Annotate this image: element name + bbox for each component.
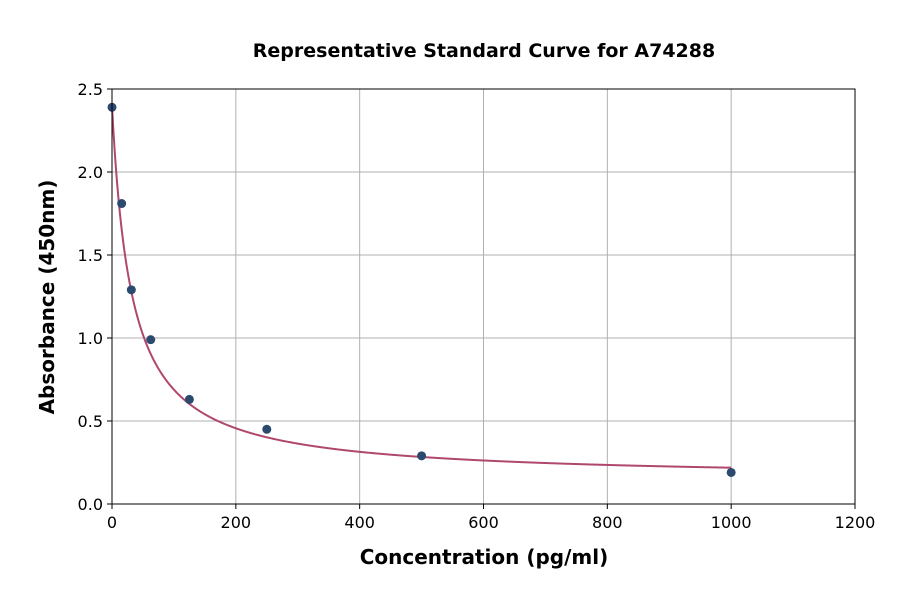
y-tick-label: 0.0 xyxy=(78,495,103,514)
fit-curve-line xyxy=(111,105,732,469)
data-point xyxy=(126,285,136,295)
y-tick-label: 2.5 xyxy=(78,80,103,99)
chart-title: Representative Standard Curve for A74288 xyxy=(253,40,715,62)
x-tick-label: 1000 xyxy=(711,513,752,532)
y-tick-label: 2.0 xyxy=(78,163,103,182)
x-axis-label: Concentration (pg/ml) xyxy=(360,545,609,569)
data-point xyxy=(184,394,194,404)
y-tick-label: 0.5 xyxy=(78,412,103,431)
x-tick-label: 200 xyxy=(221,513,252,532)
data-point xyxy=(117,199,127,209)
y-axis-label: Absorbance (450nm) xyxy=(35,180,59,415)
plot-frame xyxy=(111,88,856,505)
x-tick-label: 400 xyxy=(344,513,375,532)
data-point xyxy=(417,451,427,461)
data-point xyxy=(262,424,272,434)
y-tick-label: 1.0 xyxy=(78,329,103,348)
x-tick-label: 1200 xyxy=(835,513,876,532)
x-tick-label: 0 xyxy=(107,513,117,532)
data-point xyxy=(146,335,156,345)
x-tick-label: 800 xyxy=(592,513,623,532)
x-tick-label: 600 xyxy=(468,513,499,532)
y-tick-label: 1.5 xyxy=(78,246,103,265)
data-point xyxy=(726,467,736,477)
